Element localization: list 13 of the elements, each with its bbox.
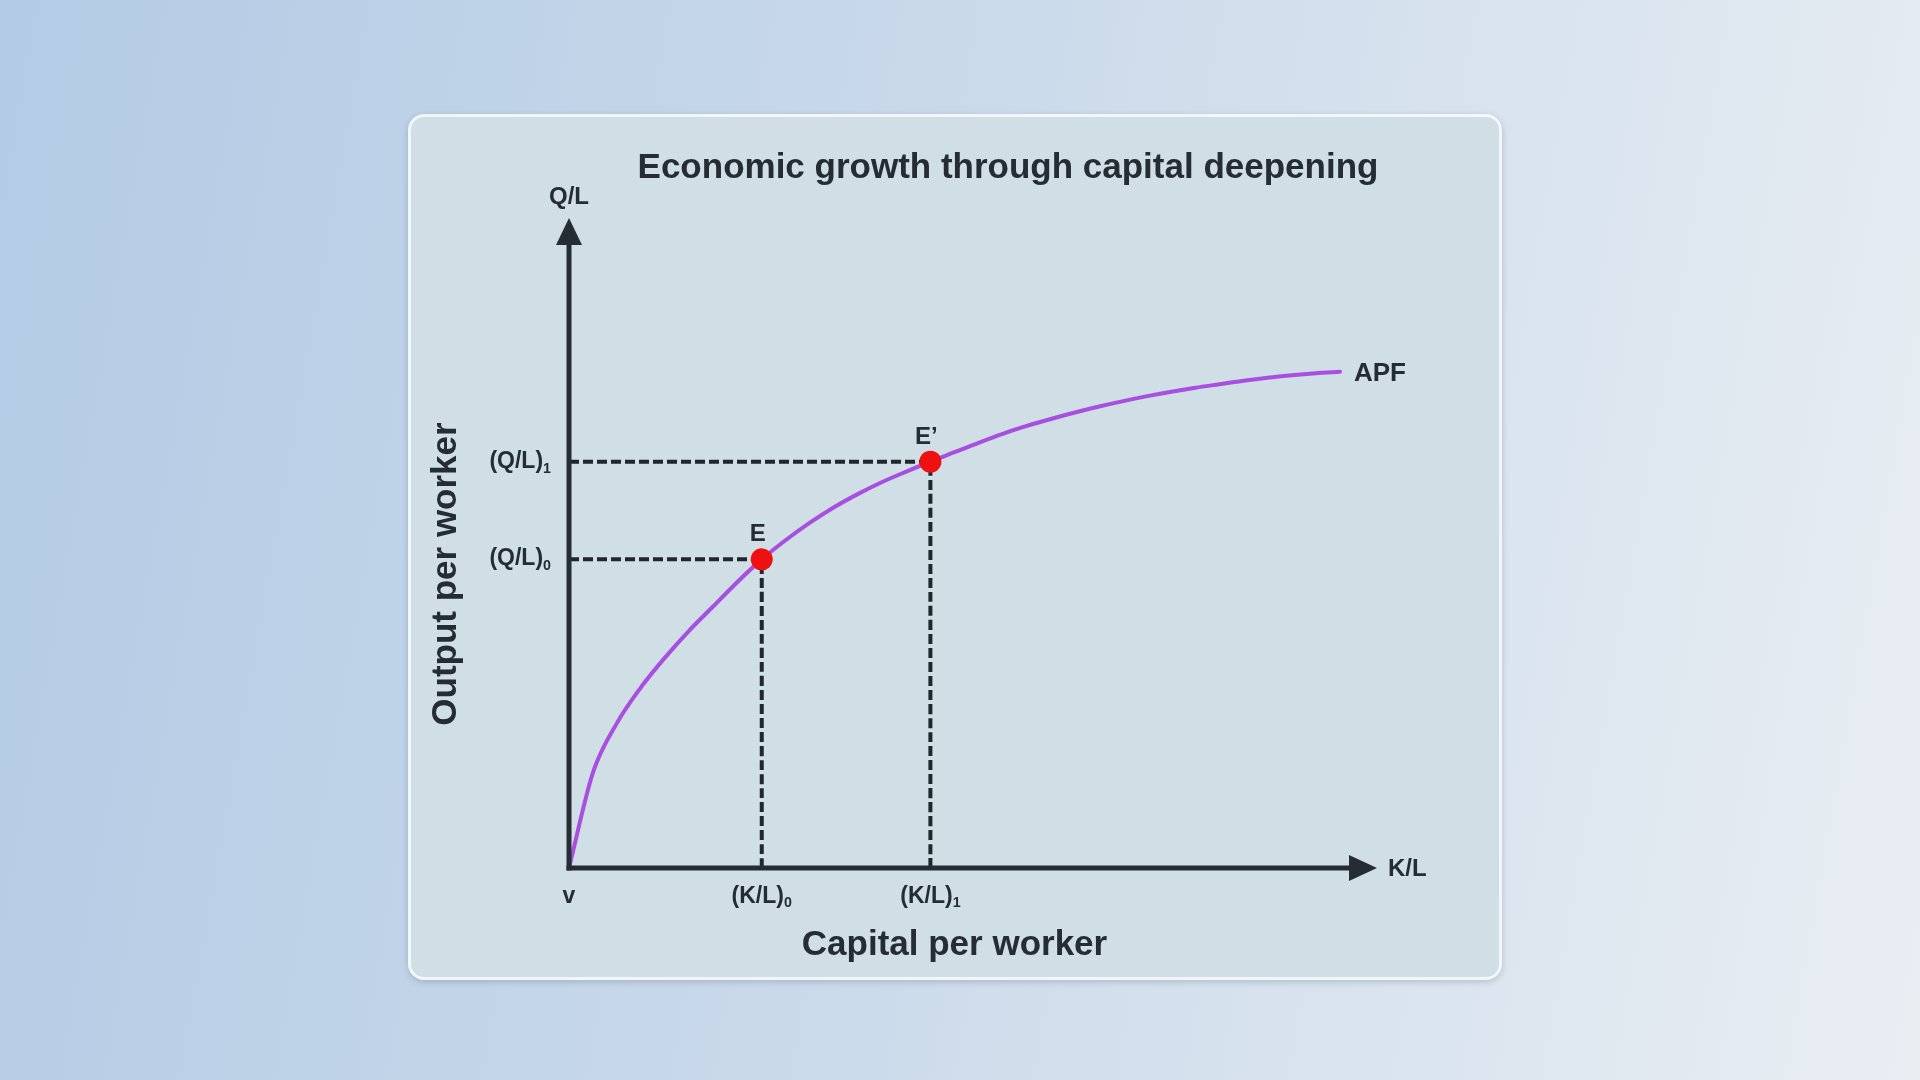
chart-title: Economic growth through capital deepening: [637, 145, 1379, 185]
x-tick-label: (K/L)$_{1}$: [900, 882, 961, 911]
series-label: E’: [915, 421, 938, 449]
ref-line-label: (Q/L)$_{0}$: [489, 544, 551, 573]
x-tick-label: v: [562, 882, 576, 908]
series-label: APF: [1354, 356, 1406, 387]
x-axis-title: Capital per worker: [801, 922, 1108, 962]
ref-line-label: (Q/L)$_{1}$: [489, 446, 551, 476]
series-label: E: [749, 519, 766, 547]
y-axis-title: Output per worker: [423, 422, 463, 726]
text: Q/L: [549, 182, 589, 209]
x-tick-label: (K/L)$_{0}$: [731, 882, 792, 911]
text: K/L: [1388, 854, 1427, 881]
